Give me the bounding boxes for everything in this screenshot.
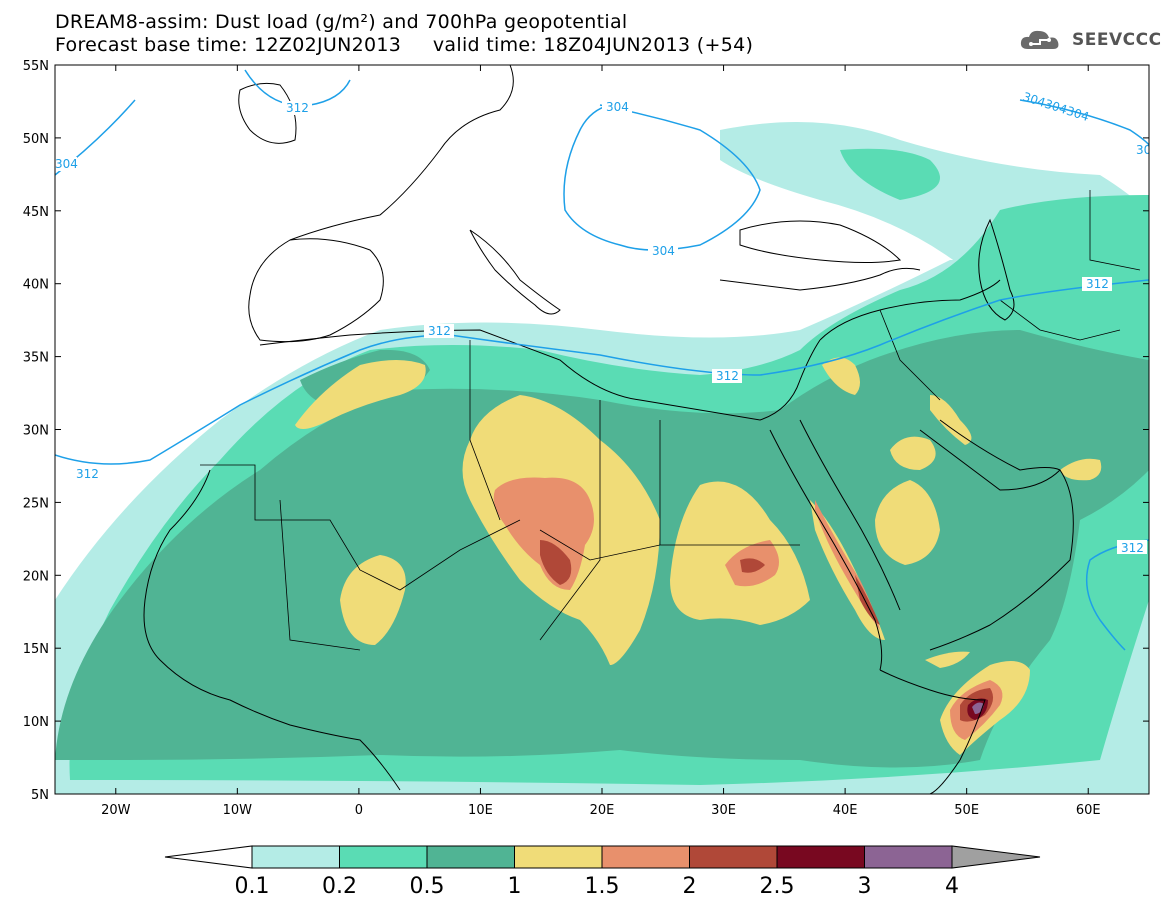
latitude-axis: 55N 50N 45N 40N 35N 30N 25N 20N 15N 10N 5N [23, 59, 1149, 803]
lon-label: 10W [223, 803, 253, 818]
coastlines [143, 65, 1074, 794]
colorbar-label: 1.5 [585, 874, 620, 899]
base-time: Forecast base time: 12Z02JUN2013 [55, 34, 402, 56]
lon-label: 30E [711, 803, 736, 818]
country-borders [200, 190, 1141, 651]
dust-level-1-mali [340, 555, 406, 645]
lon-label: 50E [954, 803, 979, 818]
dust-level-2-redsea [855, 575, 880, 625]
colorbar-label: 0.1 [235, 874, 270, 899]
lon-label: 10E [468, 803, 493, 818]
contour-label-312-caspian: 312 [1086, 277, 1109, 291]
contour-label-304-west: 304 [55, 157, 78, 171]
dust-level-1-syria [822, 357, 860, 395]
colorbar-swatch [601, 845, 690, 869]
lat-label: 40N [23, 278, 49, 293]
lat-label: 50N [23, 132, 49, 147]
dust-level-1-yemen [925, 651, 970, 668]
lon-label: 0 [355, 803, 363, 818]
dust-level-2-sudan [740, 558, 765, 573]
colorbar-label: 0.5 [410, 874, 445, 899]
contour-label-312-med: 312 [428, 324, 451, 338]
contour-label-312-uk: 312 [286, 101, 309, 115]
colorbar-label: 3 [858, 874, 872, 899]
dust-level-1-morocco [295, 360, 426, 429]
colorbar-label: 2.5 [760, 874, 795, 899]
colorbar-swatches [164, 845, 1041, 869]
lat-label: 30N [23, 424, 49, 439]
valid-time: valid time: 18Z04JUN2013 (+54) [432, 34, 754, 56]
lat-label: 5N [31, 788, 49, 803]
lat-label: 55N [23, 59, 49, 74]
colorbar-labels: 0.1 0.2 0.5 1 1.5 2 2.5 3 4 [235, 874, 960, 899]
colorbar-swatch [514, 845, 603, 869]
colorbar-swatch [776, 845, 865, 869]
time-info: Forecast base time: 12Z02JUN2013 valid t… [55, 34, 753, 56]
map-title: DREAM8-assim: Dust load (g/m²) and 700hP… [55, 11, 628, 33]
colorbar-label: 4 [945, 874, 959, 899]
lat-label: 20N [23, 569, 49, 584]
colorbar-label: 0.2 [322, 874, 357, 899]
colorbar-swatch [689, 845, 778, 869]
lat-label: 45N [23, 205, 49, 220]
contour-label-312-arabian-sea: 312 [1121, 541, 1144, 555]
colorbar-low-arrow [164, 845, 253, 869]
lat-label: 10N [23, 715, 49, 730]
colorbar-label: 2 [683, 874, 697, 899]
dust-level-1-arabia [875, 480, 940, 565]
colorbar-label: 1 [508, 874, 522, 899]
dust-level-1-gulf [890, 436, 936, 470]
dust-level-1-oman [1060, 458, 1102, 481]
lat-label: 35N [23, 351, 49, 366]
contour-label-312-atlantic: 312 [76, 467, 99, 481]
dust-level-1-iraq [930, 395, 972, 445]
dust-level-0-2-north [840, 148, 940, 200]
lon-label: 20W [101, 803, 131, 818]
colorbar-swatch [339, 845, 428, 869]
lon-label: 20E [590, 803, 615, 818]
lon-label: 60E [1076, 803, 1101, 818]
dust-level-2-libya [540, 540, 572, 585]
seevccc-logo: SEEVCCC [1018, 27, 1162, 53]
colorbar-high-arrow [951, 845, 1041, 869]
contour-label-304-poland: 304 [606, 100, 629, 114]
cloud-icon [1020, 30, 1059, 49]
contour-label-304-balkans: 304 [652, 244, 675, 258]
lon-label: 40E [833, 803, 858, 818]
contour-label-312-egypt: 312 [716, 369, 739, 383]
contour-label-30-edge: 30 [1136, 143, 1151, 157]
lat-label: 25N [23, 496, 49, 511]
longitude-axis: 20W 10W 0 10E 20E 30E 40E 50E 60E [101, 65, 1101, 818]
logo-text: SEEVCCC [1072, 30, 1162, 50]
colorbar-swatch [864, 845, 953, 869]
lat-label: 15N [23, 642, 49, 657]
colorbar-swatch [426, 845, 515, 869]
colorbar-swatch [251, 845, 340, 869]
